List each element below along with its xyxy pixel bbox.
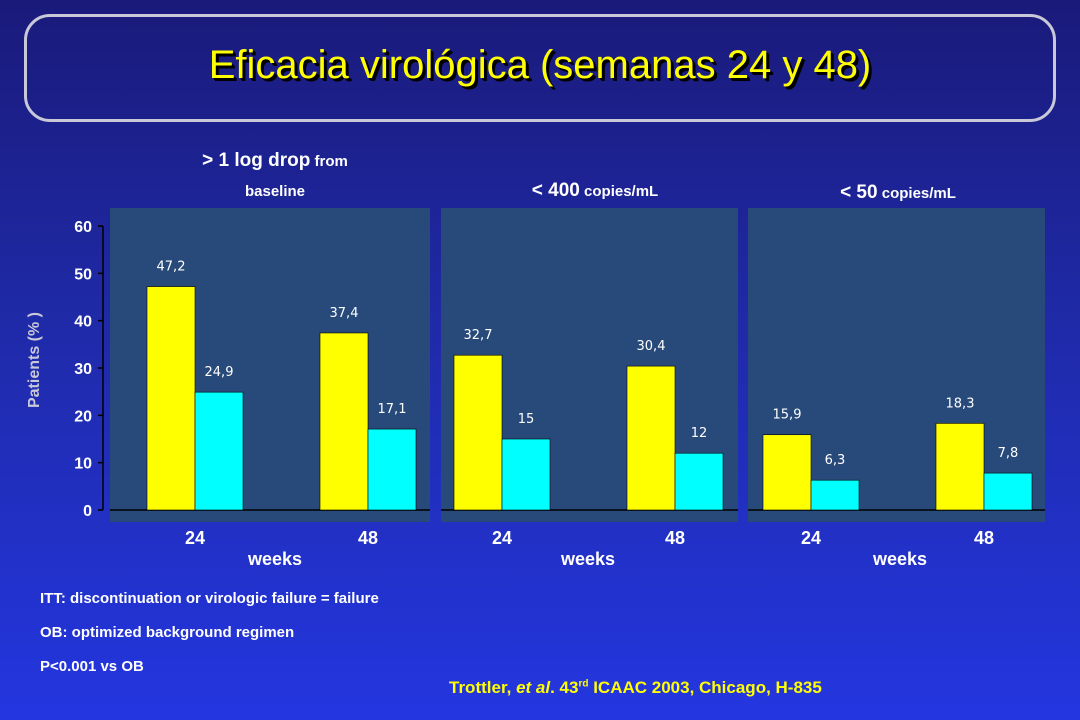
y-tick-label: 30 [74, 361, 92, 378]
bar-panel2-series1-week24 [453, 354, 503, 511]
title-box: Eficacia virológica (semanas 24 y 48) [24, 14, 1056, 122]
data-label: 6,3 [825, 453, 846, 468]
y-tick-label: 20 [74, 408, 92, 425]
note-itt: ITT: discontinuation or virologic failur… [40, 590, 379, 607]
x-tick-label: 24 [185, 528, 205, 548]
note-pvalue: P<0.001 vs OB [40, 658, 144, 675]
citation-etal: et al [516, 678, 551, 697]
citation-rest: ICAAC 2003, Chicago, H-835 [588, 678, 822, 697]
x-tick-label: 48 [974, 528, 994, 548]
data-label: 47,2 [157, 260, 186, 275]
bar-panel1-series1-week24 [146, 286, 196, 511]
slide-title: Eficacia virológica (semanas 24 y 48) [208, 43, 872, 87]
bar-panel1-series1-week48 [319, 332, 369, 511]
data-label: 15 [518, 412, 535, 427]
panel-1-heading: > 1 log drop from baseline [150, 146, 400, 207]
x-tick-label: 48 [665, 528, 685, 548]
data-label: 32,7 [464, 328, 493, 343]
panel-3-label-small: copies/mL [877, 185, 956, 202]
panel-1-label-small: from [310, 153, 348, 170]
panel-2-label-small: copies/mL [579, 183, 659, 200]
bar-panel3-series1-week48 [935, 423, 985, 511]
panel-1-xlabel: weeks [247, 549, 303, 569]
bar-panel1-series2-week48 [367, 428, 417, 511]
bar-panel2-series2-week24 [501, 438, 551, 511]
panel-1-label-main: > 1 log drop [202, 150, 311, 171]
y-axis-label: Patients (% ) [26, 311, 43, 409]
y-tick-label: 50 [74, 266, 92, 283]
x-tick-label: 24 [801, 528, 821, 548]
data-label: 7,8 [998, 446, 1019, 461]
bar-panel2-series1-week48 [626, 365, 676, 511]
bar-panel3-series2-week48 [983, 472, 1033, 511]
panel-3-heading: < 50 copies/mL [773, 178, 1023, 209]
data-label: 24,9 [205, 365, 234, 380]
bar-panel2-series2-week48 [674, 452, 724, 511]
panel-2-xlabel: weeks [560, 549, 616, 569]
citation: Trottler, et al. 43rd ICAAC 2003, Chicag… [449, 678, 822, 698]
citation-author: Trottler, [449, 678, 517, 697]
panel-3-xlabel: weeks [872, 549, 928, 569]
y-tick-label: 40 [74, 314, 92, 331]
y-tick-label: 60 [74, 219, 92, 236]
bar-panel3-series2-week24 [810, 479, 860, 511]
data-label: 17,1 [378, 402, 407, 417]
bar-panel3-series1-week24 [762, 434, 812, 511]
y-tick-label: 10 [74, 456, 92, 473]
panel-2-heading: < 400 copies/mL [470, 176, 720, 207]
data-label: 18,3 [946, 396, 975, 411]
note-ob: OB: optimized background regimen [40, 624, 295, 641]
x-tick-label: 48 [358, 528, 378, 548]
citation-after-etal: . 43 [550, 678, 579, 697]
data-label: 30,4 [637, 339, 666, 354]
citation-sup: rd [578, 678, 589, 690]
panel-3-label-main: < 50 [840, 182, 878, 203]
data-label: 12 [691, 426, 708, 441]
bar-panel1-series2-week24 [194, 391, 244, 511]
data-label: 15,9 [773, 408, 802, 423]
panel-1-label-line2: baseline [244, 183, 306, 200]
panel-2-label-main: < 400 [531, 180, 580, 201]
data-label: 37,4 [330, 306, 359, 321]
x-tick-label: 24 [492, 528, 512, 548]
y-tick-label: 0 [83, 503, 92, 520]
